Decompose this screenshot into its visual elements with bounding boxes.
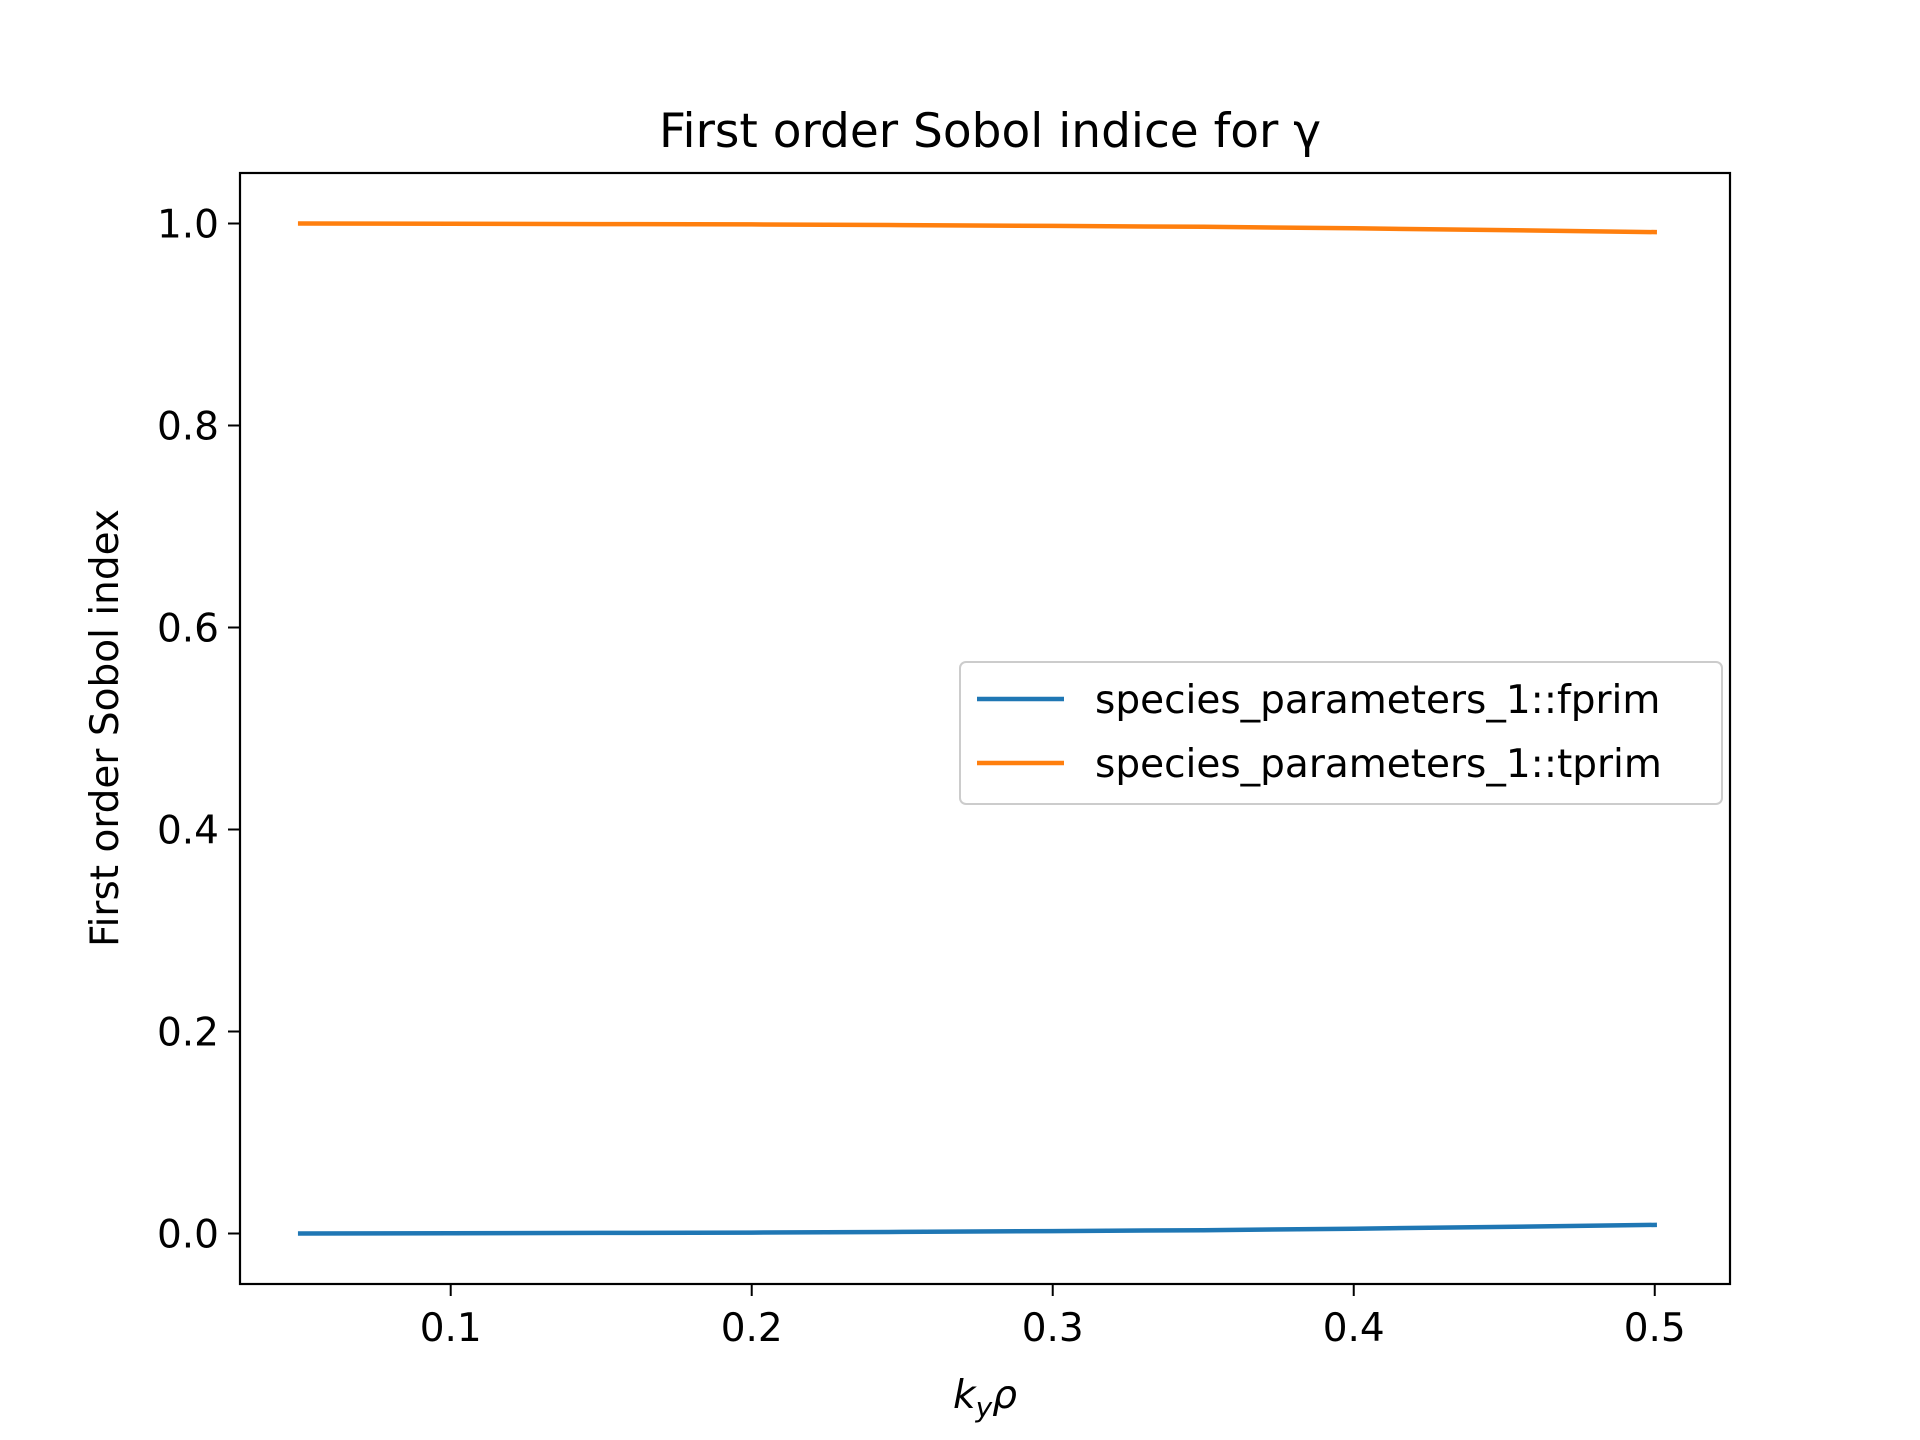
x-axis-title-subscript: y xyxy=(975,1391,993,1424)
y-axis-ticks: 0.0 0.2 0.4 0.6 0.8 1.0 xyxy=(157,203,240,1258)
x-axis-ticks: 0.1 0.2 0.3 0.4 0.5 xyxy=(420,1284,1686,1351)
x-axis-title-base: k xyxy=(953,1373,977,1418)
x-tick-label: 0.3 xyxy=(1022,1306,1084,1351)
legend-label: species_parameters_1::tprim xyxy=(1095,742,1662,787)
legend-box xyxy=(959,661,1723,805)
series-line-2 xyxy=(297,221,1657,235)
plot-frame xyxy=(238,171,1732,1286)
y-axis-title: First order Sobol index xyxy=(83,509,128,947)
x-tick-label: 0.5 xyxy=(1624,1306,1686,1351)
y-tick-label: 0.4 xyxy=(157,809,219,854)
x-axis-title-suffix: ρ xyxy=(992,1373,1017,1418)
chart-title: First order Sobol indice for γ xyxy=(659,104,1321,159)
x-tick-label: 0.4 xyxy=(1323,1306,1385,1351)
legend: species_parameters_1::fprimspecies_param… xyxy=(959,661,1723,805)
y-tick-label: 0.0 xyxy=(157,1213,219,1258)
series-line-1 xyxy=(297,1222,1657,1236)
legend-label: species_parameters_1::fprim xyxy=(1095,678,1660,723)
y-tick-label: 1.0 xyxy=(157,203,219,248)
y-tick-label: 0.2 xyxy=(157,1011,219,1056)
y-tick-label: 0.6 xyxy=(157,607,219,652)
x-tick-label: 0.2 xyxy=(721,1306,783,1351)
x-tick-label: 0.1 xyxy=(420,1306,482,1351)
series-layer xyxy=(297,221,1657,1236)
y-tick-label: 0.8 xyxy=(157,405,219,450)
x-axis-title: kyρ xyxy=(953,1373,1017,1424)
